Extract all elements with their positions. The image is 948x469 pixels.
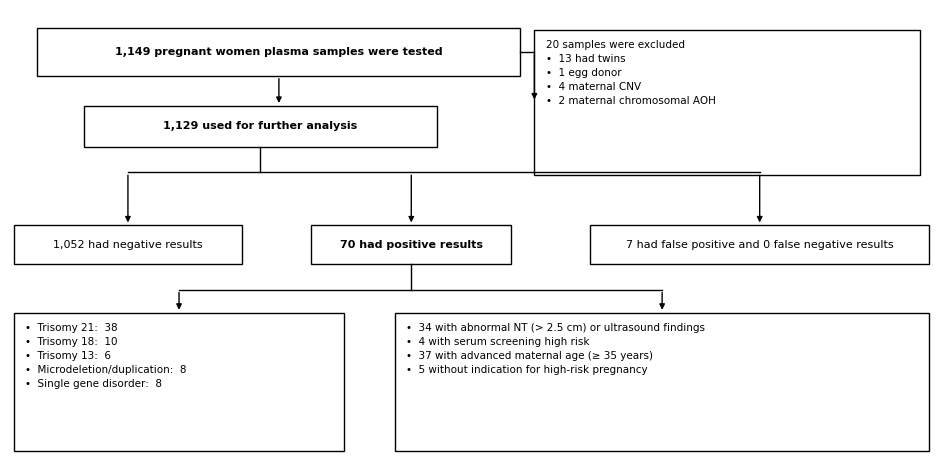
FancyBboxPatch shape xyxy=(395,313,929,451)
Text: •  34 with abnormal NT (> 2.5 cm) or ultrasound findings
•  4 with serum screeni: • 34 with abnormal NT (> 2.5 cm) or ultr… xyxy=(406,323,705,375)
Text: 1,129 used for further analysis: 1,129 used for further analysis xyxy=(163,121,357,131)
Text: 70 had positive results: 70 had positive results xyxy=(339,240,483,250)
FancyBboxPatch shape xyxy=(14,313,344,451)
Text: 1,149 pregnant women plasma samples were tested: 1,149 pregnant women plasma samples were… xyxy=(115,47,443,57)
Text: 1,052 had negative results: 1,052 had negative results xyxy=(53,240,203,250)
FancyBboxPatch shape xyxy=(311,225,511,265)
FancyBboxPatch shape xyxy=(14,225,242,265)
FancyBboxPatch shape xyxy=(590,225,929,265)
Text: •  Trisomy 21:  38
•  Trisomy 18:  10
•  Trisomy 13:  6
•  Microdeletion/duplica: • Trisomy 21: 38 • Trisomy 18: 10 • Tris… xyxy=(26,323,187,389)
FancyBboxPatch shape xyxy=(37,28,520,76)
Text: 7 had false positive and 0 false negative results: 7 had false positive and 0 false negativ… xyxy=(626,240,894,250)
FancyBboxPatch shape xyxy=(535,30,920,175)
Text: 20 samples were excluded
•  13 had twins
•  1 egg donor
•  4 maternal CNV
•  2 m: 20 samples were excluded • 13 had twins … xyxy=(545,40,716,106)
FancyBboxPatch shape xyxy=(83,106,437,147)
